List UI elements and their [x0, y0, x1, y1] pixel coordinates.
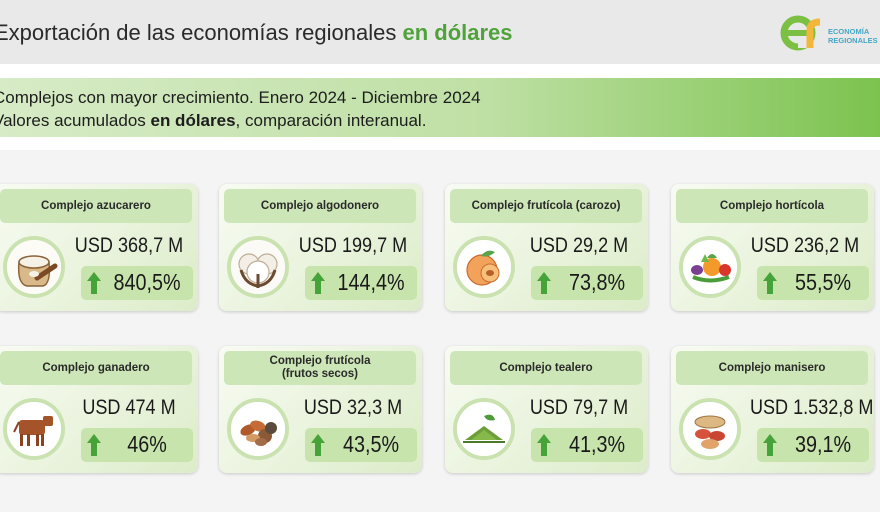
page-title: Exportación de las economías regionales …	[0, 20, 513, 46]
growth-badge: 39,1%	[757, 428, 869, 462]
growth-percent: 39,1%	[794, 431, 852, 457]
growth-badge: 144,4%	[305, 266, 417, 300]
growth-percent: 43,5%	[342, 431, 400, 457]
peanut-icon	[679, 398, 741, 460]
arrow-up-icon	[763, 434, 777, 456]
growth-percent: 46%	[127, 431, 167, 457]
vegetables-icon	[679, 236, 741, 298]
subtitle-line2: Valores acumulados en dólares, comparaci…	[0, 111, 427, 130]
growth-percent: 73,8%	[568, 269, 626, 295]
growth-percent: 144,4%	[337, 269, 405, 295]
arrow-up-icon	[763, 272, 777, 294]
title-bar: Exportación de las economías regionales …	[0, 0, 880, 64]
card-2: Complejo algodonero USD 199,7 M 144,4%	[219, 184, 422, 311]
card-3: Complejo frutícola (carozo) USD 29,2 M 73,…	[445, 184, 648, 311]
card-8: Complejo manisero USD 1.532,8 M 39,1%	[671, 346, 874, 473]
growth-badge: 43,5%	[305, 428, 417, 462]
arrow-up-icon	[537, 434, 551, 456]
growth-badge: 840,5%	[81, 266, 193, 300]
card-title: Complejo ganadero	[0, 351, 192, 385]
card-title: Complejo azucarero	[0, 189, 192, 223]
peach-icon	[453, 236, 515, 298]
subtitle-line1: Complejos con mayor crecimiento. Enero 2…	[0, 88, 481, 107]
export-value: USD 32,3 M	[303, 396, 403, 419]
export-value: USD 236,2 M	[750, 234, 860, 257]
export-value: USD 79,7 M	[529, 396, 629, 419]
card-title: Complejo algodonero	[224, 189, 416, 223]
arrow-up-icon	[87, 434, 101, 456]
card-title: Complejo manisero	[676, 351, 868, 385]
logo-er-icon	[780, 15, 821, 51]
card-title: Complejo frutícola (frutos secos)	[224, 351, 416, 385]
nuts-icon	[227, 398, 289, 460]
card-1: Complejo azucarero USD 368,7 M 840,5%	[0, 184, 198, 311]
subtitle-banner: Complejos con mayor crecimiento. Enero 2…	[0, 78, 880, 137]
card-title: Complejo frutícola (carozo)	[450, 189, 642, 223]
growth-percent: 840,5%	[113, 269, 181, 295]
sugar-sack-icon	[3, 236, 65, 298]
arrow-up-icon	[311, 434, 325, 456]
export-value: USD 1.532,8 M	[749, 396, 874, 419]
growth-badge: 55,5%	[757, 266, 869, 300]
title-highlight: en dólares	[402, 20, 513, 45]
card-title: Complejo hortícola	[676, 189, 868, 223]
growth-badge: 46%	[81, 428, 193, 462]
title-text: Exportación de las economías regionales	[0, 20, 403, 45]
card-title: Complejo tealero	[450, 351, 642, 385]
export-value: USD 368,7 M	[74, 234, 184, 257]
export-value: USD 474 M	[82, 396, 176, 419]
arrow-up-icon	[87, 272, 101, 294]
card-4: Complejo hortícola USD 236,2 M 55,5%	[671, 184, 874, 311]
cotton-icon	[227, 236, 289, 298]
growth-percent: 55,5%	[794, 269, 852, 295]
card-7: Complejo tealero USD 79,7 M 41,3%	[445, 346, 648, 473]
card-6: Complejo frutícola (frutos secos) USD 32,…	[219, 346, 422, 473]
growth-badge: 73,8%	[531, 266, 643, 300]
growth-percent: 41,3%	[568, 431, 626, 457]
tea-powder-icon	[453, 398, 515, 460]
growth-badge: 41,3%	[531, 428, 643, 462]
logo: ECONOMÍA REGIONALES	[780, 12, 880, 54]
card-5: Complejo ganadero USD 474 M 46%	[0, 346, 198, 473]
export-value: USD 199,7 M	[298, 234, 408, 257]
export-value: USD 29,2 M	[529, 234, 629, 257]
cow-icon	[3, 398, 65, 460]
arrow-up-icon	[311, 272, 325, 294]
arrow-up-icon	[537, 272, 551, 294]
logo-text: ECONOMÍA REGIONALES	[828, 27, 878, 45]
